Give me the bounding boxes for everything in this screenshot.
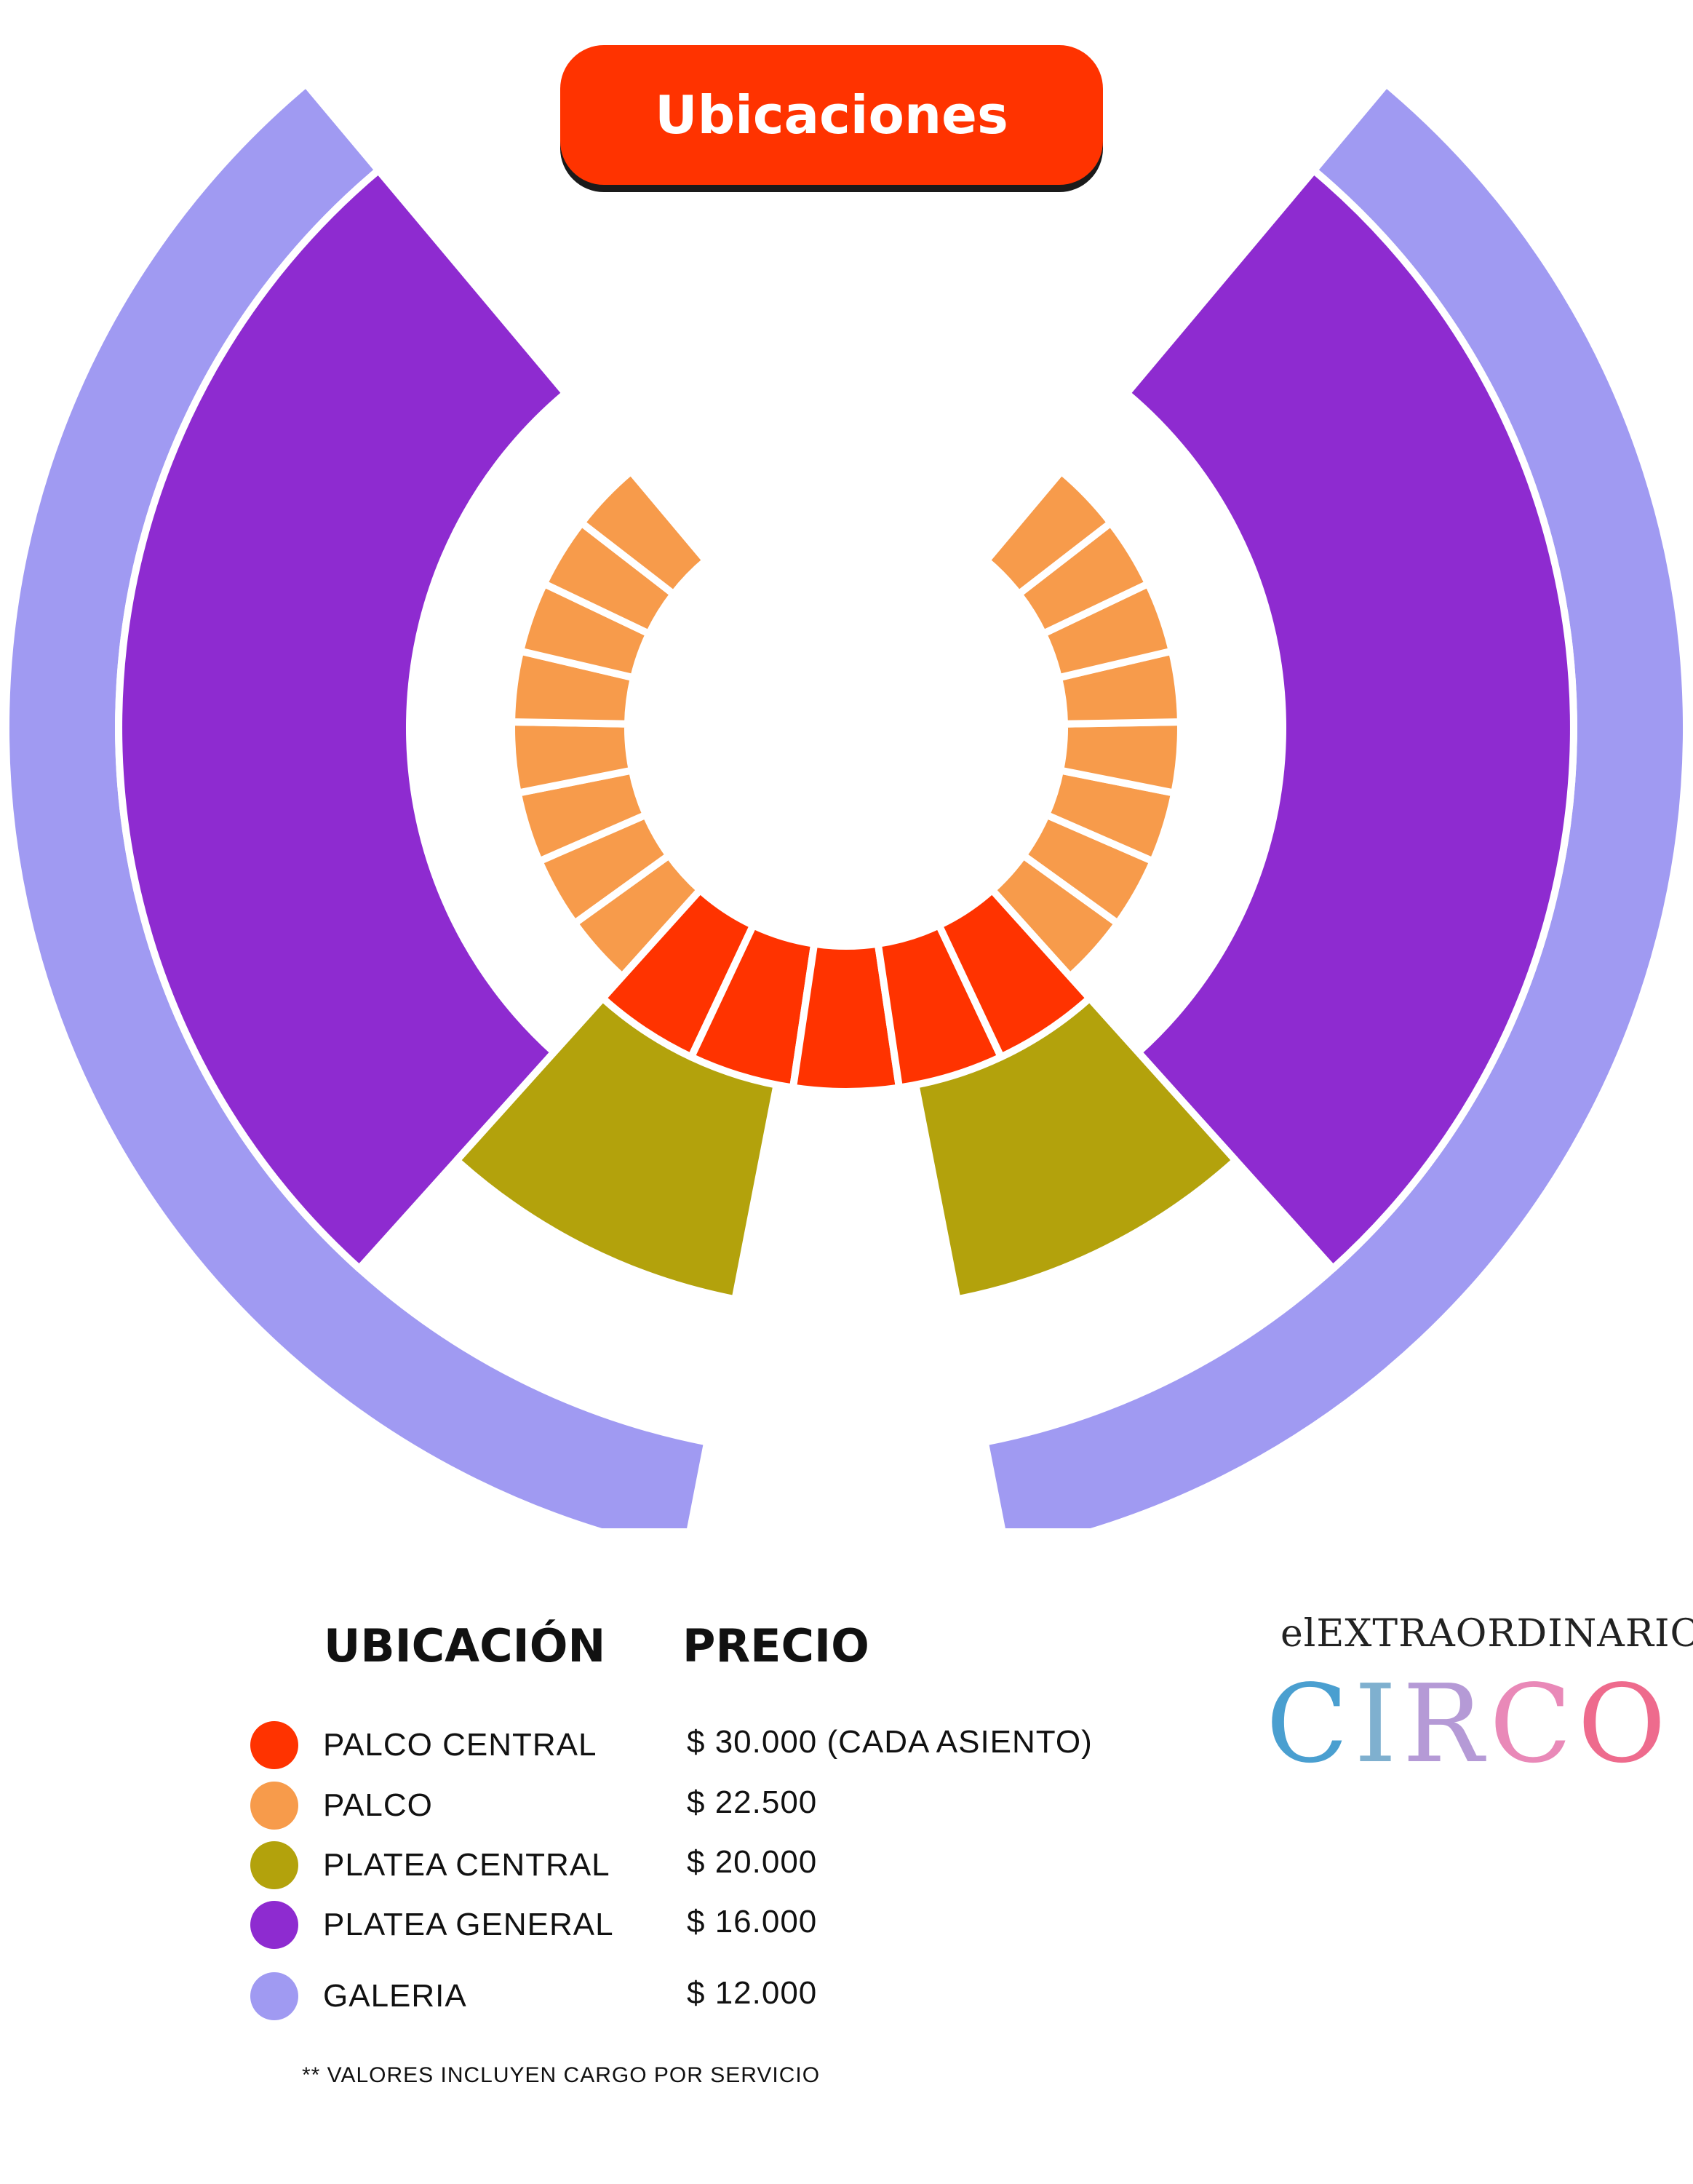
logo-prefix: el — [1280, 1612, 1317, 1656]
footnote: ** VALORES INCLUYEN CARGO POR SERVICIO — [302, 2063, 821, 2087]
legend-color-dot — [250, 1901, 298, 1949]
legend-price: $ 12.000 — [687, 1975, 818, 2011]
legend-location-name: PLATEA CENTRAL — [323, 1847, 610, 1883]
palco-central-seat-5[interactable] — [935, 886, 1094, 1061]
legend-row-palco-central: PALCO CENTRAL $ 30.000 (CADA ASIENTO) — [250, 1721, 1196, 1772]
legend-price: $ 22.500 — [687, 1784, 818, 1820]
legend-location-name: PALCO CENTRAL — [323, 1727, 597, 1763]
palco-right-section-8[interactable] — [578, 467, 710, 598]
logo-letter: C — [1266, 1661, 1355, 1787]
legend-color-dot — [250, 1841, 298, 1889]
legend-color-dot — [250, 1782, 298, 1830]
seating-map — [6, 84, 1686, 1528]
circus-logo: elEXTRAORDINARIO CIRCO — [1266, 1612, 1693, 1816]
legend-header-location: UBICACIÓN — [324, 1619, 606, 1672]
legend-row-palco: PALCO $ 22.500 — [250, 1782, 1196, 1832]
legend-location-name: PALCO — [323, 1787, 433, 1823]
logo-word: EXTRAORDINARIO — [1316, 1612, 1693, 1656]
legend-price: $ 30.000 (CADA ASIENTO) — [687, 1724, 1093, 1760]
legend-header-price: PRECIO — [682, 1619, 869, 1672]
legend-row-platea-general: PLATEA GENERAL $ 16.000 — [250, 1901, 1196, 1952]
logo-letter: C — [1489, 1661, 1578, 1787]
legend-color-dot — [250, 1972, 298, 2020]
logo-subtitle: elEXTRAORDINARIO — [1280, 1612, 1693, 1656]
logo-letter: O — [1577, 1661, 1672, 1787]
legend-price: $ 16.000 — [687, 1904, 818, 1939]
logo-letter: I — [1354, 1661, 1403, 1787]
page-title: Ubicaciones — [655, 84, 1008, 146]
legend-row-galeria: GALERIA $ 12.000 — [250, 1972, 1196, 2023]
legend-row-platea-central: PLATEA CENTRAL $ 20.000 — [250, 1841, 1196, 1892]
palco-central-sections — [599, 886, 1094, 1095]
platea-general-right[interactable] — [115, 167, 570, 1273]
platea-general-left[interactable] — [1123, 167, 1577, 1273]
legend-color-dot — [250, 1721, 298, 1769]
title-banner: Ubicaciones — [560, 45, 1103, 185]
legend-location-name: GALERIA — [323, 1978, 467, 2014]
platea-general-sections — [115, 167, 1577, 1273]
palco-sections — [508, 467, 1184, 980]
legend-location-name: PLATEA GENERAL — [323, 1907, 614, 1942]
legend-price: $ 20.000 — [687, 1844, 818, 1880]
logo-letter: R — [1402, 1661, 1490, 1787]
palco-left-section-8[interactable] — [982, 467, 1115, 598]
logo-main-word: CIRCO — [1266, 1661, 1672, 1787]
